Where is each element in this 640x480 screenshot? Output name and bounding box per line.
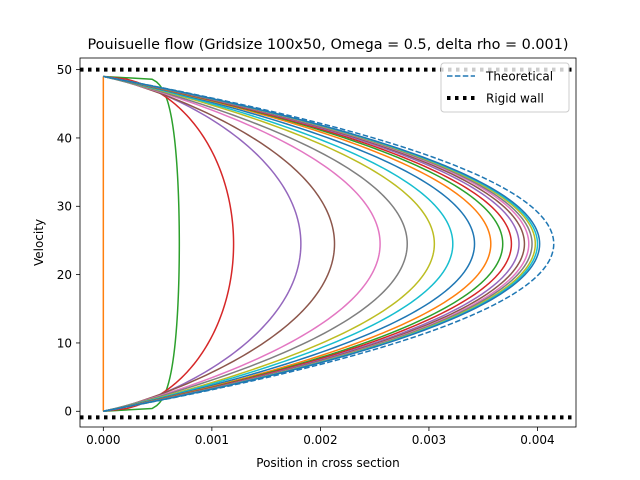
velocity-profile-4 <box>103 75 302 413</box>
velocity-profile-3 <box>103 75 235 413</box>
velocity-profile-13 <box>103 75 513 413</box>
theoretical-curve <box>103 75 555 413</box>
y-tick-label: 50 <box>57 63 72 77</box>
y-tick-label: 40 <box>57 131 72 145</box>
x-tick-label: 0.001 <box>195 433 229 447</box>
x-tick-label: 0.003 <box>412 433 446 447</box>
velocity-profile-7 <box>103 75 408 413</box>
chart-title: Pouisuelle flow (Gridsize 100x50, Omega … <box>88 37 569 53</box>
velocity-profile-10 <box>103 75 476 413</box>
velocity-profile-14 <box>103 75 520 413</box>
legend-rigid-wall-label: Rigid wall <box>486 92 544 106</box>
wall-layer <box>80 67 576 420</box>
series-layer <box>102 75 555 413</box>
velocity-profile-12 <box>103 75 504 413</box>
velocity-profile-6 <box>103 75 381 413</box>
velocity-profile-5 <box>103 75 336 413</box>
plot-frame <box>79 57 577 428</box>
x-tick-label: 0.000 <box>86 433 120 447</box>
y-axis-ticks: 0 10 20 30 40 50 <box>57 63 80 419</box>
y-axis-label: Velocity <box>32 219 46 266</box>
x-tick-label: 0.002 <box>303 433 337 447</box>
velocity-profile-11 <box>103 75 492 413</box>
legend-theoretical-label: Theoretical <box>485 70 553 84</box>
y-tick-label: 0 <box>64 405 72 419</box>
x-tick-label: 0.004 <box>520 433 554 447</box>
velocity-profile-20 <box>103 75 541 413</box>
x-axis-label: Position in cross section <box>256 456 399 470</box>
y-tick-label: 20 <box>57 268 72 282</box>
velocity-profile-8 <box>103 75 436 413</box>
legend: Theoretical Rigid wall <box>440 62 570 113</box>
y-tick-label: 10 <box>57 336 72 350</box>
velocity-profile-2 <box>103 75 181 413</box>
velocity-profile-9 <box>103 75 454 413</box>
plot-area <box>80 67 576 420</box>
y-tick-label: 30 <box>57 200 72 214</box>
x-axis-ticks: 0.000 0.001 0.002 0.003 0.004 <box>86 427 555 447</box>
